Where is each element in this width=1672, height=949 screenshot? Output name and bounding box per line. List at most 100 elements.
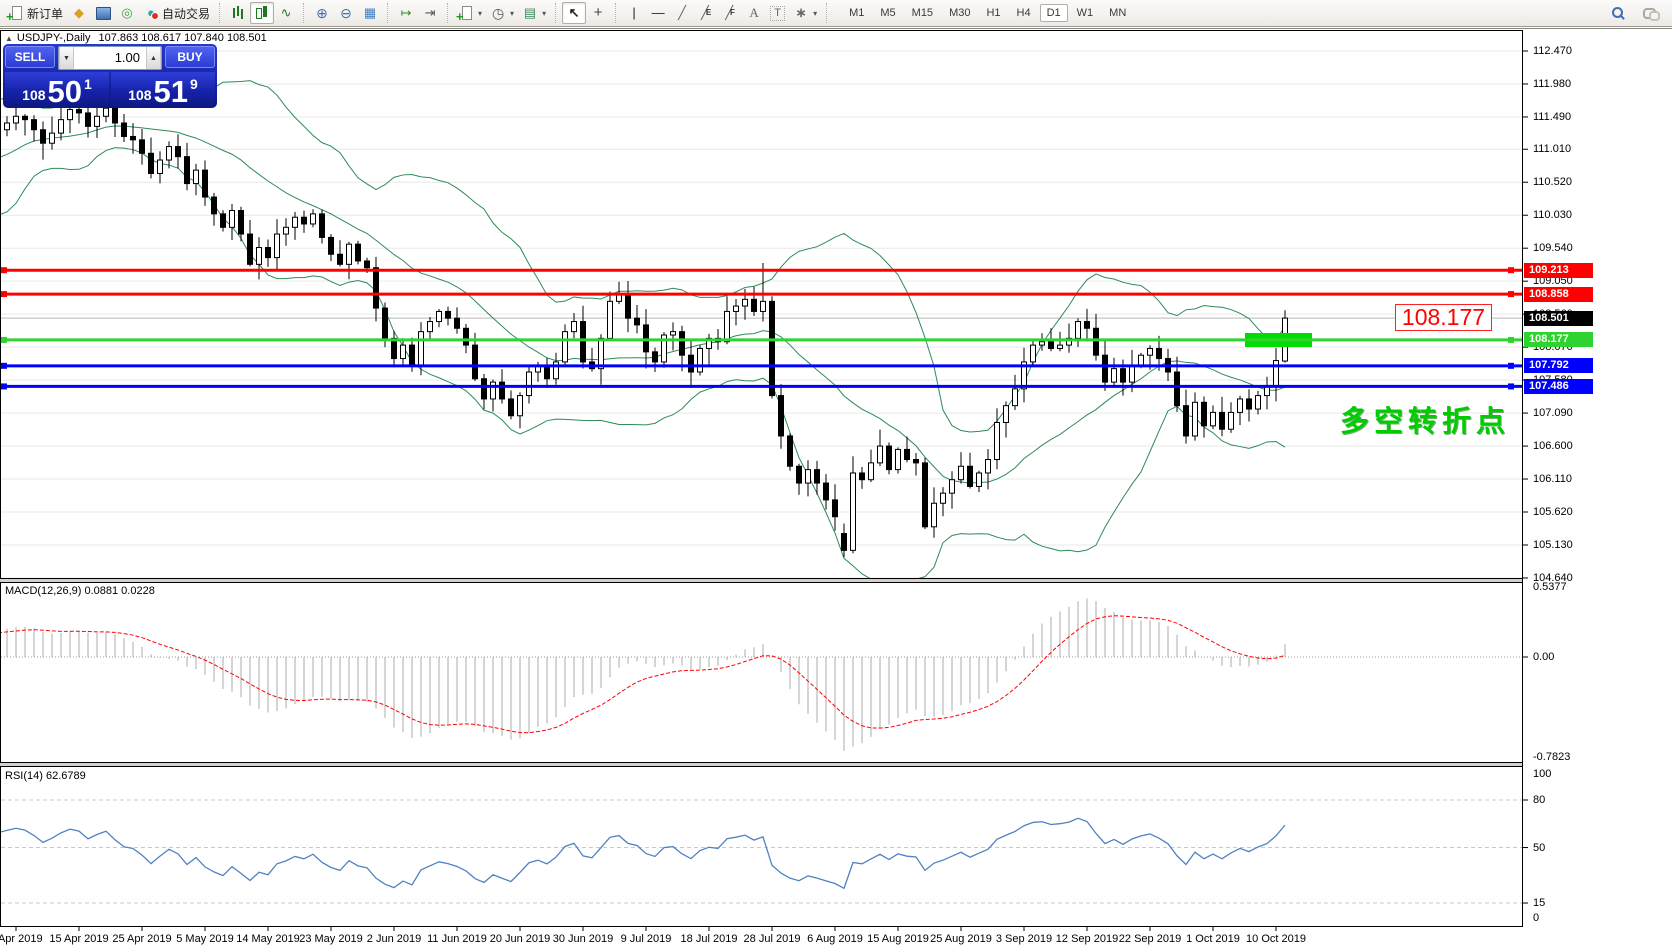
timeframe-h4[interactable]: H4 [1010, 4, 1038, 22]
date-label[interactable]: 25 Apr 2019 [112, 933, 172, 945]
timeframe-m30[interactable]: M30 [942, 4, 977, 22]
price-tag[interactable]: 108.858 [1524, 286, 1593, 302]
arrows-tool-button[interactable]: ∗ ▾ [789, 2, 821, 24]
bar-chart-button[interactable] [226, 2, 250, 24]
price-axis-label[interactable]: 111.980 [1533, 77, 1572, 90]
price-axis-label[interactable]: 106.600 [1533, 440, 1573, 453]
price-tag[interactable]: 107.486 [1524, 378, 1593, 394]
vertical-line-tool-button[interactable]: | [622, 2, 646, 24]
price-callout-label[interactable]: 108.177 [1395, 304, 1492, 331]
date-label[interactable]: 23 May 2019 [299, 933, 363, 945]
volume-decrease-button[interactable]: ▼ [59, 47, 74, 69]
new-order-button[interactable]: 新订单 [4, 2, 67, 25]
templates-button[interactable]: ▤ ▾ [518, 2, 550, 24]
sell-price[interactable]: 108 50 1 [5, 72, 109, 108]
line-handle[interactable] [1508, 291, 1514, 298]
horizontal-line-tool-button[interactable]: — [646, 2, 670, 24]
date-label[interactable]: 12 Sep 2019 [1055, 933, 1119, 945]
line-chart-button[interactable]: ∿ [274, 2, 298, 24]
line-handle[interactable] [1, 336, 7, 343]
fibonacci-tool-button[interactable]: ╱ F [718, 2, 742, 24]
timeframe-m5[interactable]: M5 [873, 4, 902, 22]
price-axis-label[interactable]: 106.110 [1533, 473, 1572, 486]
price-axis-label[interactable]: 111.490 [1533, 110, 1572, 123]
zoom-out-button[interactable]: ⊖ [334, 2, 358, 24]
toolbox-button[interactable] [91, 2, 115, 24]
price-tag[interactable]: 108.177 [1524, 332, 1593, 348]
date-label[interactable]: 5 May 2019 [176, 933, 234, 945]
price-axis-label[interactable]: 109.050 [1533, 275, 1573, 288]
price-axis-label[interactable]: 105.620 [1533, 506, 1573, 518]
candlestick-chart-button[interactable] [250, 2, 275, 24]
sell-button[interactable]: SELL [5, 46, 55, 68]
price-axis-label[interactable]: 110.520 [1533, 176, 1572, 189]
search-button[interactable] [1606, 2, 1630, 24]
date-label[interactable]: 18 Jul 2019 [680, 933, 738, 945]
date-label[interactable]: 25 Aug 2019 [930, 933, 992, 945]
chart-annotation-text[interactable]: 多空转折点 [1340, 406, 1511, 438]
volume-input[interactable]: 1.00 [114, 50, 140, 65]
crosshair-tool-button[interactable]: + [586, 2, 610, 24]
date-label[interactable]: 30 Jun 2019 [552, 933, 614, 945]
price-axis-label[interactable]: 107.090 [1533, 407, 1573, 420]
volume-increase-button[interactable]: ▲ [146, 47, 161, 69]
tile-windows-button[interactable]: ▦ [358, 2, 382, 24]
date-label[interactable]: 5 Apr 2019 [0, 933, 43, 945]
price-axis-label[interactable]: 105.130 [1533, 538, 1573, 551]
date-label[interactable]: 10 Oct 2019 [1246, 933, 1306, 945]
cursor-tool-button[interactable]: ↖ [562, 2, 587, 24]
date-label[interactable]: 15 Aug 2019 [867, 933, 929, 945]
autotrading-button[interactable]: ● 自动交易 [139, 2, 214, 24]
timeframe-d1[interactable]: D1 [1039, 4, 1068, 22]
market-button[interactable]: ◆ [67, 2, 91, 24]
chart-shift-button[interactable]: ⇥ [418, 2, 442, 24]
date-label[interactable]: 11 Jun 2019 [427, 933, 487, 945]
line-handle[interactable] [1, 267, 7, 274]
text-tool-button[interactable]: A [742, 2, 766, 24]
date-label[interactable]: 6 Aug 2019 [807, 933, 863, 945]
date-label[interactable]: 22 Sep 2019 [1118, 933, 1182, 945]
buy-price[interactable]: 108 51 9 [111, 72, 215, 108]
periods-button[interactable]: ◷ ▾ [486, 2, 518, 24]
date-label[interactable]: 1 Oct 2019 [1186, 933, 1240, 945]
price-axis-label[interactable]: 112.470 [1533, 45, 1572, 57]
price-tag[interactable]: 109.213 [1524, 262, 1593, 278]
timeframe-m1[interactable]: M1 [842, 4, 871, 22]
auto-scroll-button[interactable]: ↦ [394, 2, 418, 24]
indicators-button[interactable]: ▾ [454, 2, 486, 25]
timeframe-m15[interactable]: M15 [905, 4, 940, 22]
line-handle[interactable] [1508, 362, 1514, 369]
volume-stepper[interactable]: ▼ 1.00 ▲ [58, 46, 162, 70]
label-tool-button[interactable]: T [766, 2, 789, 24]
price-axis-label[interactable]: 111.010 [1533, 143, 1572, 156]
collapse-arrow-icon[interactable]: ▲ [5, 34, 13, 43]
signals-button[interactable]: ◎ [115, 2, 139, 24]
line-handle[interactable] [1, 362, 7, 369]
price-axis-label[interactable]: 104.640 [1533, 571, 1573, 584]
line-handle[interactable] [1, 291, 7, 298]
date-label[interactable]: 3 Sep 2019 [995, 933, 1053, 945]
zoom-in-button[interactable]: ⊕ [310, 2, 334, 24]
chat-button[interactable] [1638, 2, 1662, 24]
date-label[interactable]: 14 May 2019 [236, 933, 300, 945]
timeframe-h1[interactable]: H1 [979, 4, 1007, 22]
timeframe-mn[interactable]: MN [1102, 4, 1133, 22]
price-tag[interactable]: 108.501 [1524, 310, 1593, 326]
timeframe-w1[interactable]: W1 [1070, 4, 1101, 22]
date-label[interactable]: 2 Jun 2019 [366, 933, 422, 945]
trendline-tool-button[interactable]: ╱ [670, 2, 694, 24]
line-handle[interactable] [1508, 267, 1514, 274]
date-label[interactable]: 15 Apr 2019 [49, 933, 109, 945]
date-label[interactable]: 28 Jul 2019 [743, 933, 801, 945]
line-handle[interactable] [1508, 383, 1514, 390]
price-axis-label[interactable]: 110.030 [1533, 209, 1572, 222]
date-label[interactable]: 20 Jun 2019 [489, 933, 551, 945]
line-handle[interactable] [1508, 336, 1514, 343]
line-handle[interactable] [1, 383, 7, 390]
price-axis-label[interactable]: 109.540 [1533, 242, 1573, 255]
buy-button[interactable]: BUY [165, 46, 215, 68]
price-tag[interactable]: 107.792 [1524, 358, 1593, 374]
date-label[interactable]: 9 Jul 2019 [620, 933, 672, 945]
channel-tool-button[interactable]: ╱ E [694, 2, 718, 24]
